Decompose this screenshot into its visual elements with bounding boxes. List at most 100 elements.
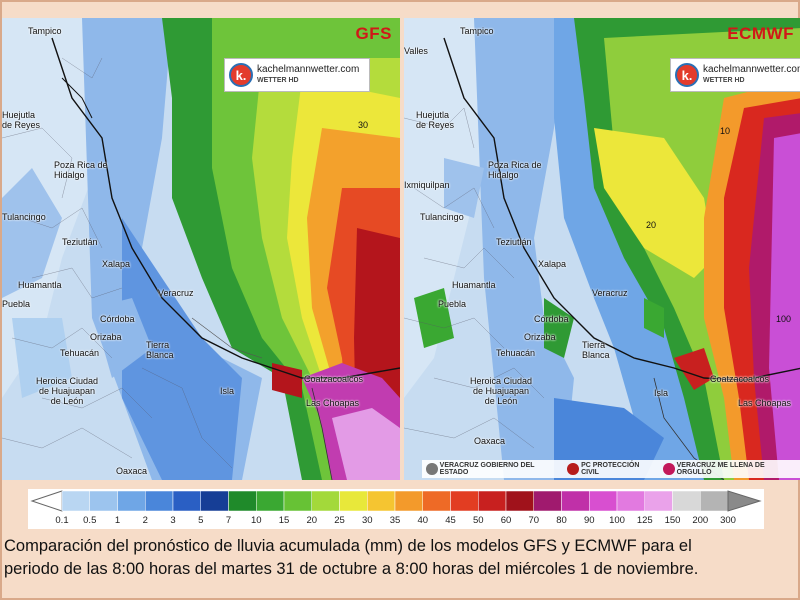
figure-caption: Comparación del pronóstico de lluvia acu… bbox=[4, 535, 794, 581]
city-label: Tierra Blanca bbox=[146, 340, 174, 360]
colorbar-tick-label: 90 bbox=[583, 515, 595, 526]
city-label: Tampico bbox=[28, 26, 62, 36]
colorbar-bin bbox=[422, 490, 451, 512]
colorbar-bin bbox=[616, 490, 645, 512]
colorbar-max-arrow bbox=[727, 490, 762, 512]
government-logos: VERACRUZ GOBIERNO DEL ESTADO PC PROTECCI… bbox=[422, 460, 800, 478]
city-label: Teziutlán bbox=[496, 237, 532, 247]
colorbar-tick-label: 125 bbox=[636, 515, 653, 526]
city-label: Las Choapas bbox=[738, 398, 792, 408]
colorbar-bin bbox=[700, 490, 729, 512]
city-label: Heroica Ciudad de Huajuapan de León bbox=[35, 376, 99, 406]
colorbar-tick-label: 80 bbox=[556, 515, 567, 526]
colorbar-tick-label: 1 bbox=[114, 515, 121, 526]
city-label: Coatzacoalcos bbox=[304, 374, 364, 384]
kachelmann-logo: k. kachelmannwetter.com WETTER HD bbox=[670, 58, 800, 92]
contour-label: 100 bbox=[776, 314, 792, 324]
colorbar-bin bbox=[256, 490, 285, 512]
colorbar-bin bbox=[533, 490, 562, 512]
city-label: Isla bbox=[654, 388, 669, 398]
gfs-map-panel: GFS k. kachelmannwetter.com WETTER HD 30… bbox=[2, 18, 400, 480]
colorbar-bin bbox=[89, 490, 118, 512]
city-label: Huamantla bbox=[18, 280, 62, 290]
city-label: Poza Rica de Hidalgo bbox=[488, 160, 542, 180]
colorbar-tick-label: 35 bbox=[389, 515, 401, 526]
colorbar-scale bbox=[30, 490, 762, 512]
city-label: Las Choapas bbox=[306, 398, 360, 408]
colorbar-tick-label: 3 bbox=[170, 515, 176, 526]
colorbar-tick-label: 60 bbox=[500, 515, 512, 526]
city-label: Tehuacán bbox=[496, 348, 536, 358]
contour-label: 20 bbox=[646, 220, 657, 230]
city-label: Puebla bbox=[438, 299, 467, 309]
contour-label: 30 bbox=[358, 120, 369, 130]
colorbar-bin bbox=[367, 490, 396, 512]
city-label: Orizaba bbox=[90, 332, 122, 342]
logo-main-text: kachelmannwetter.com bbox=[703, 64, 800, 75]
colorbar-bin bbox=[311, 490, 340, 512]
colorbar-tick-label: 300 bbox=[720, 515, 736, 526]
colorbar-bin bbox=[117, 490, 146, 512]
kachelmann-logo-icon: k. bbox=[675, 63, 699, 87]
colorbar-tick-label: 100 bbox=[609, 515, 625, 526]
colorbar-bin bbox=[672, 490, 701, 512]
precipitation-colorbar: 0.1 0.5 1 2 3 5 7 10 15 20 25 30 35 40 45 50 60 70 80 90 100… bbox=[28, 489, 764, 529]
kachelmann-logo-icon: k. bbox=[229, 63, 253, 87]
city-label: Tulancingo bbox=[2, 212, 46, 222]
colorbar-bin bbox=[589, 490, 618, 512]
caption-line-2: periodo de las 8:00 horas del martes 31 … bbox=[4, 560, 699, 578]
colorbar-tick-label: 25 bbox=[334, 515, 345, 526]
city-label: Puebla bbox=[2, 299, 31, 309]
veracruz-government-logo: VERACRUZ GOBIERNO DEL ESTADO bbox=[426, 462, 561, 476]
colorbar-bin bbox=[394, 490, 423, 512]
colorbar-bin bbox=[61, 490, 90, 512]
city-label: Poza Rica de Hidalgo bbox=[54, 160, 108, 180]
veracruz-orgullo-logo: VERACRUZ ME LLENA DE ORGULLO bbox=[662, 462, 798, 476]
logo-sub-text: WETTER HD bbox=[703, 77, 745, 84]
city-label: Veracruz bbox=[158, 288, 194, 298]
colorbar-tick-label: 0.1 bbox=[55, 515, 69, 526]
colorbar-tick-label: 150 bbox=[664, 515, 681, 526]
gfs-model-label: GFS bbox=[355, 24, 392, 43]
colorbar-tick-label: 0.5 bbox=[83, 515, 97, 526]
city-label: Teziutlán bbox=[62, 237, 98, 247]
city-label: Huamantla bbox=[452, 280, 496, 290]
ecmwf-map-panel: ECMWF k. kachelmannwetter.com WETTER HD … bbox=[404, 18, 800, 480]
colorbar-tick-label: 5 bbox=[198, 515, 204, 526]
colorbar-tick-label: 7 bbox=[225, 515, 232, 526]
colorbar-bin bbox=[283, 490, 312, 512]
colorbar-bin bbox=[505, 490, 534, 512]
city-label: Huejutla de Reyes bbox=[416, 110, 455, 130]
colorbar-tick-label: 40 bbox=[417, 515, 429, 526]
orgullo-emblem-icon bbox=[662, 463, 675, 475]
colorbar-bin bbox=[644, 490, 673, 512]
city-label: Heroica Ciudad de Huajuapan de León bbox=[469, 376, 533, 406]
proteccion-civil-logo: PC PROTECCIÓN CIVIL bbox=[567, 462, 657, 476]
colorbar-bin bbox=[450, 490, 479, 512]
colorbar-tick-label: 30 bbox=[361, 515, 373, 526]
ecmwf-model-label: ECMWF bbox=[727, 24, 794, 43]
colorbar-bin bbox=[561, 490, 590, 512]
city-label: Ixmiquilpan bbox=[404, 180, 450, 190]
colorbar-tick-label: 70 bbox=[528, 515, 540, 526]
city-label: Isla bbox=[220, 386, 235, 396]
city-label: Tulancingo bbox=[420, 212, 464, 222]
city-label: Coatzacoalcos bbox=[710, 374, 770, 384]
gfs-precipitation-map bbox=[2, 18, 400, 480]
logo-sub-text: WETTER HD bbox=[257, 77, 299, 84]
colorbar-bin bbox=[478, 490, 507, 512]
colorbar-bin bbox=[145, 490, 174, 512]
colorbar-bin bbox=[172, 490, 201, 512]
city-label: Oaxaca bbox=[116, 466, 148, 476]
city-label: Veracruz bbox=[592, 288, 628, 298]
city-label: Tampico bbox=[460, 26, 494, 36]
city-label: Córdoba bbox=[100, 314, 135, 324]
contour-label: 10 bbox=[720, 126, 731, 136]
colorbar-tick-label: 10 bbox=[250, 515, 262, 526]
colorbar-tick-label: 200 bbox=[692, 515, 709, 526]
colorbar-bin bbox=[339, 490, 368, 512]
city-label: Xalapa bbox=[538, 259, 567, 269]
city-label: Valles bbox=[404, 46, 428, 56]
colorbar-tick-label: 45 bbox=[445, 515, 456, 526]
ecmwf-precipitation-map bbox=[404, 18, 800, 480]
